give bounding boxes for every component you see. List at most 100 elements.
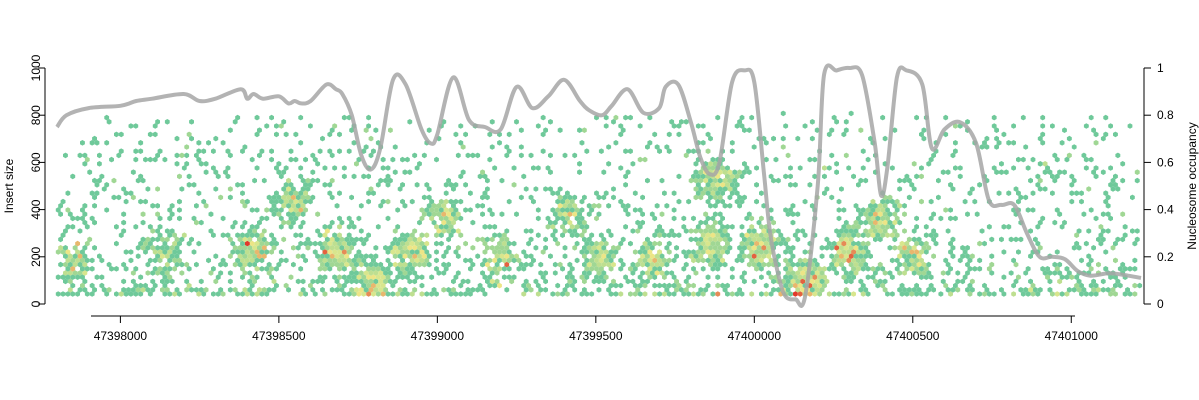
density-hex-bin <box>642 240 648 247</box>
density-hex-bin <box>501 266 507 272</box>
density-hex-bin <box>392 261 398 268</box>
density-hex-bin <box>686 274 692 280</box>
density-hex-bin <box>84 291 90 297</box>
density-hex-bin <box>904 240 910 247</box>
density-hex-bin <box>608 257 614 264</box>
y2-tick-label: 0.4 <box>1157 203 1174 217</box>
density-hex-bin <box>683 278 689 285</box>
density-hex-bin <box>249 240 255 247</box>
density-hex-bin <box>252 261 257 268</box>
density-hex-bin <box>996 190 1002 196</box>
density-hex-bin <box>974 211 980 217</box>
density-hex-bin <box>640 261 645 268</box>
density-hex-bin <box>635 228 641 234</box>
density-hex-bin <box>492 257 498 264</box>
density-hex-bin <box>858 261 864 268</box>
density-hex-bin <box>574 232 580 238</box>
density-hex-bin <box>550 224 556 230</box>
density-hex-bin <box>989 236 995 243</box>
density-hex-bin <box>962 198 968 205</box>
density-hex-bin <box>746 236 752 243</box>
density-hex-bin <box>397 253 403 259</box>
density-hex-bin <box>1134 169 1140 175</box>
density-hex-bin <box>145 236 151 243</box>
density-hex-bin <box>358 261 364 268</box>
density-hex-bin <box>555 190 561 196</box>
density-hex-bin <box>390 291 396 297</box>
density-hex-bin <box>945 287 951 293</box>
density-hex-bin <box>577 219 582 226</box>
density-hex-bin <box>618 257 624 264</box>
density-hex-bin <box>562 211 568 217</box>
density-hex-bin <box>557 127 563 133</box>
density-hex-bin <box>780 236 786 243</box>
density-hex-bin <box>184 144 190 150</box>
density-hex-bin <box>511 240 517 247</box>
density-hex-bin <box>574 224 580 230</box>
density-hex-bin <box>441 203 447 209</box>
density-hex-bin <box>436 228 442 234</box>
density-hex-bin <box>877 219 883 226</box>
density-hex-bin <box>729 190 735 196</box>
density-hex-bin <box>766 253 772 259</box>
density-hex-bin <box>463 182 468 188</box>
density-hex-bin <box>548 186 553 192</box>
density-hex-bin <box>414 240 420 247</box>
density-hex-bin <box>1093 173 1099 180</box>
density-hex-bin <box>196 156 202 163</box>
density-hex-bin <box>82 270 88 276</box>
density-hex-bin <box>594 274 599 280</box>
density-hex-bin <box>373 245 379 251</box>
density-hex-bin <box>286 203 291 209</box>
density-hex-bin <box>1059 140 1065 146</box>
density-hex-bin <box>652 282 658 289</box>
density-hex-bin <box>247 278 253 285</box>
density-hex-bin <box>215 274 221 280</box>
density-hex-bin <box>518 194 524 201</box>
density-hex-bin <box>1050 190 1055 196</box>
density-hex-bin <box>65 224 71 230</box>
density-hex-bin <box>368 253 374 259</box>
density-hex-bin <box>771 219 776 226</box>
x-tick-label: 47400500 <box>886 329 940 343</box>
density-hex-bin <box>994 127 999 133</box>
density-hex-bin <box>351 140 357 146</box>
density-hex-bin <box>776 228 781 234</box>
density-hex-bin <box>873 270 878 276</box>
density-hex-bin <box>737 287 742 293</box>
density-hex-bin <box>889 257 895 264</box>
density-hex-bin <box>121 186 127 192</box>
density-hex-bin <box>489 245 495 251</box>
density-hex-bin <box>160 253 165 259</box>
density-hex-bin <box>528 236 534 243</box>
density-hex-bin <box>366 190 371 196</box>
density-hex-bin <box>87 236 93 243</box>
density-hex-bin <box>419 249 425 255</box>
density-hex-bin <box>999 161 1004 167</box>
insert-size-density-heatmap <box>55 110 1143 297</box>
density-hex-bin <box>977 291 983 297</box>
density-hex-bin <box>754 266 759 272</box>
density-hex-bin <box>400 198 405 205</box>
density-hex-bin <box>783 257 789 264</box>
density-hex-bin <box>608 282 614 289</box>
density-hex-bin <box>885 215 890 222</box>
density-hex-bin <box>463 240 468 247</box>
density-hex-bin <box>795 236 801 243</box>
density-hex-bin <box>414 182 420 188</box>
density-hex-bin <box>480 211 485 217</box>
density-hex-bin <box>916 253 922 259</box>
density-hex-bin <box>322 291 328 297</box>
density-hex-bin <box>543 127 548 133</box>
density-hex-bin <box>438 215 444 222</box>
density-hex-bin <box>567 228 573 234</box>
density-hex-bin <box>892 211 898 217</box>
density-hex-bin <box>499 236 505 243</box>
density-hex-bin <box>991 165 997 171</box>
density-hex-bin <box>720 232 725 238</box>
density-hex-bin <box>518 127 524 133</box>
density-hex-bin <box>1071 177 1077 184</box>
density-hex-bin <box>552 236 558 243</box>
density-hex-bin <box>438 240 444 247</box>
